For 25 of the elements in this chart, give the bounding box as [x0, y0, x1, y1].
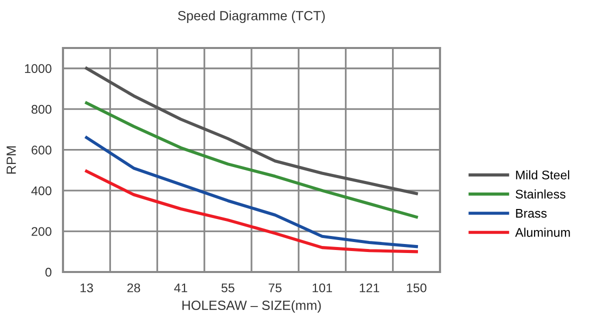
x-tick-label: 121 [360, 283, 380, 292]
legend-label: Mild Steel [516, 170, 570, 180]
chart-title: Speed Diagramme (TCT) [178, 10, 325, 23]
legend-label: Stainless [516, 189, 566, 199]
x-axis-title: HOLESAW – SIZE(mm) [182, 300, 321, 313]
x-tick-label: 101 [312, 283, 332, 292]
y-tick-label: 800 [32, 104, 52, 114]
x-tick-label: 55 [221, 284, 234, 292]
line-series [85, 136, 418, 248]
x-tick-label: 28 [127, 283, 140, 292]
y-axis-title: RPM [6, 146, 16, 174]
legend-label: Brass [516, 209, 547, 218]
y-tick-label: 200 [32, 227, 52, 236]
x-tick-label: 13 [80, 283, 93, 292]
x-tick-label: 150 [406, 283, 426, 292]
line-series [85, 101, 418, 219]
y-tick-label: 400 [31, 186, 52, 196]
line-series [85, 170, 418, 254]
y-tick-label: 600 [32, 146, 52, 154]
x-tick-label: 41 [174, 284, 188, 292]
y-tick-label: 0 [45, 268, 52, 277]
legend-label: Aluminum [515, 228, 570, 237]
x-tick-label: 75 [268, 284, 282, 292]
y-tick-label: 1000 [25, 64, 52, 74]
line-series [85, 66, 418, 196]
